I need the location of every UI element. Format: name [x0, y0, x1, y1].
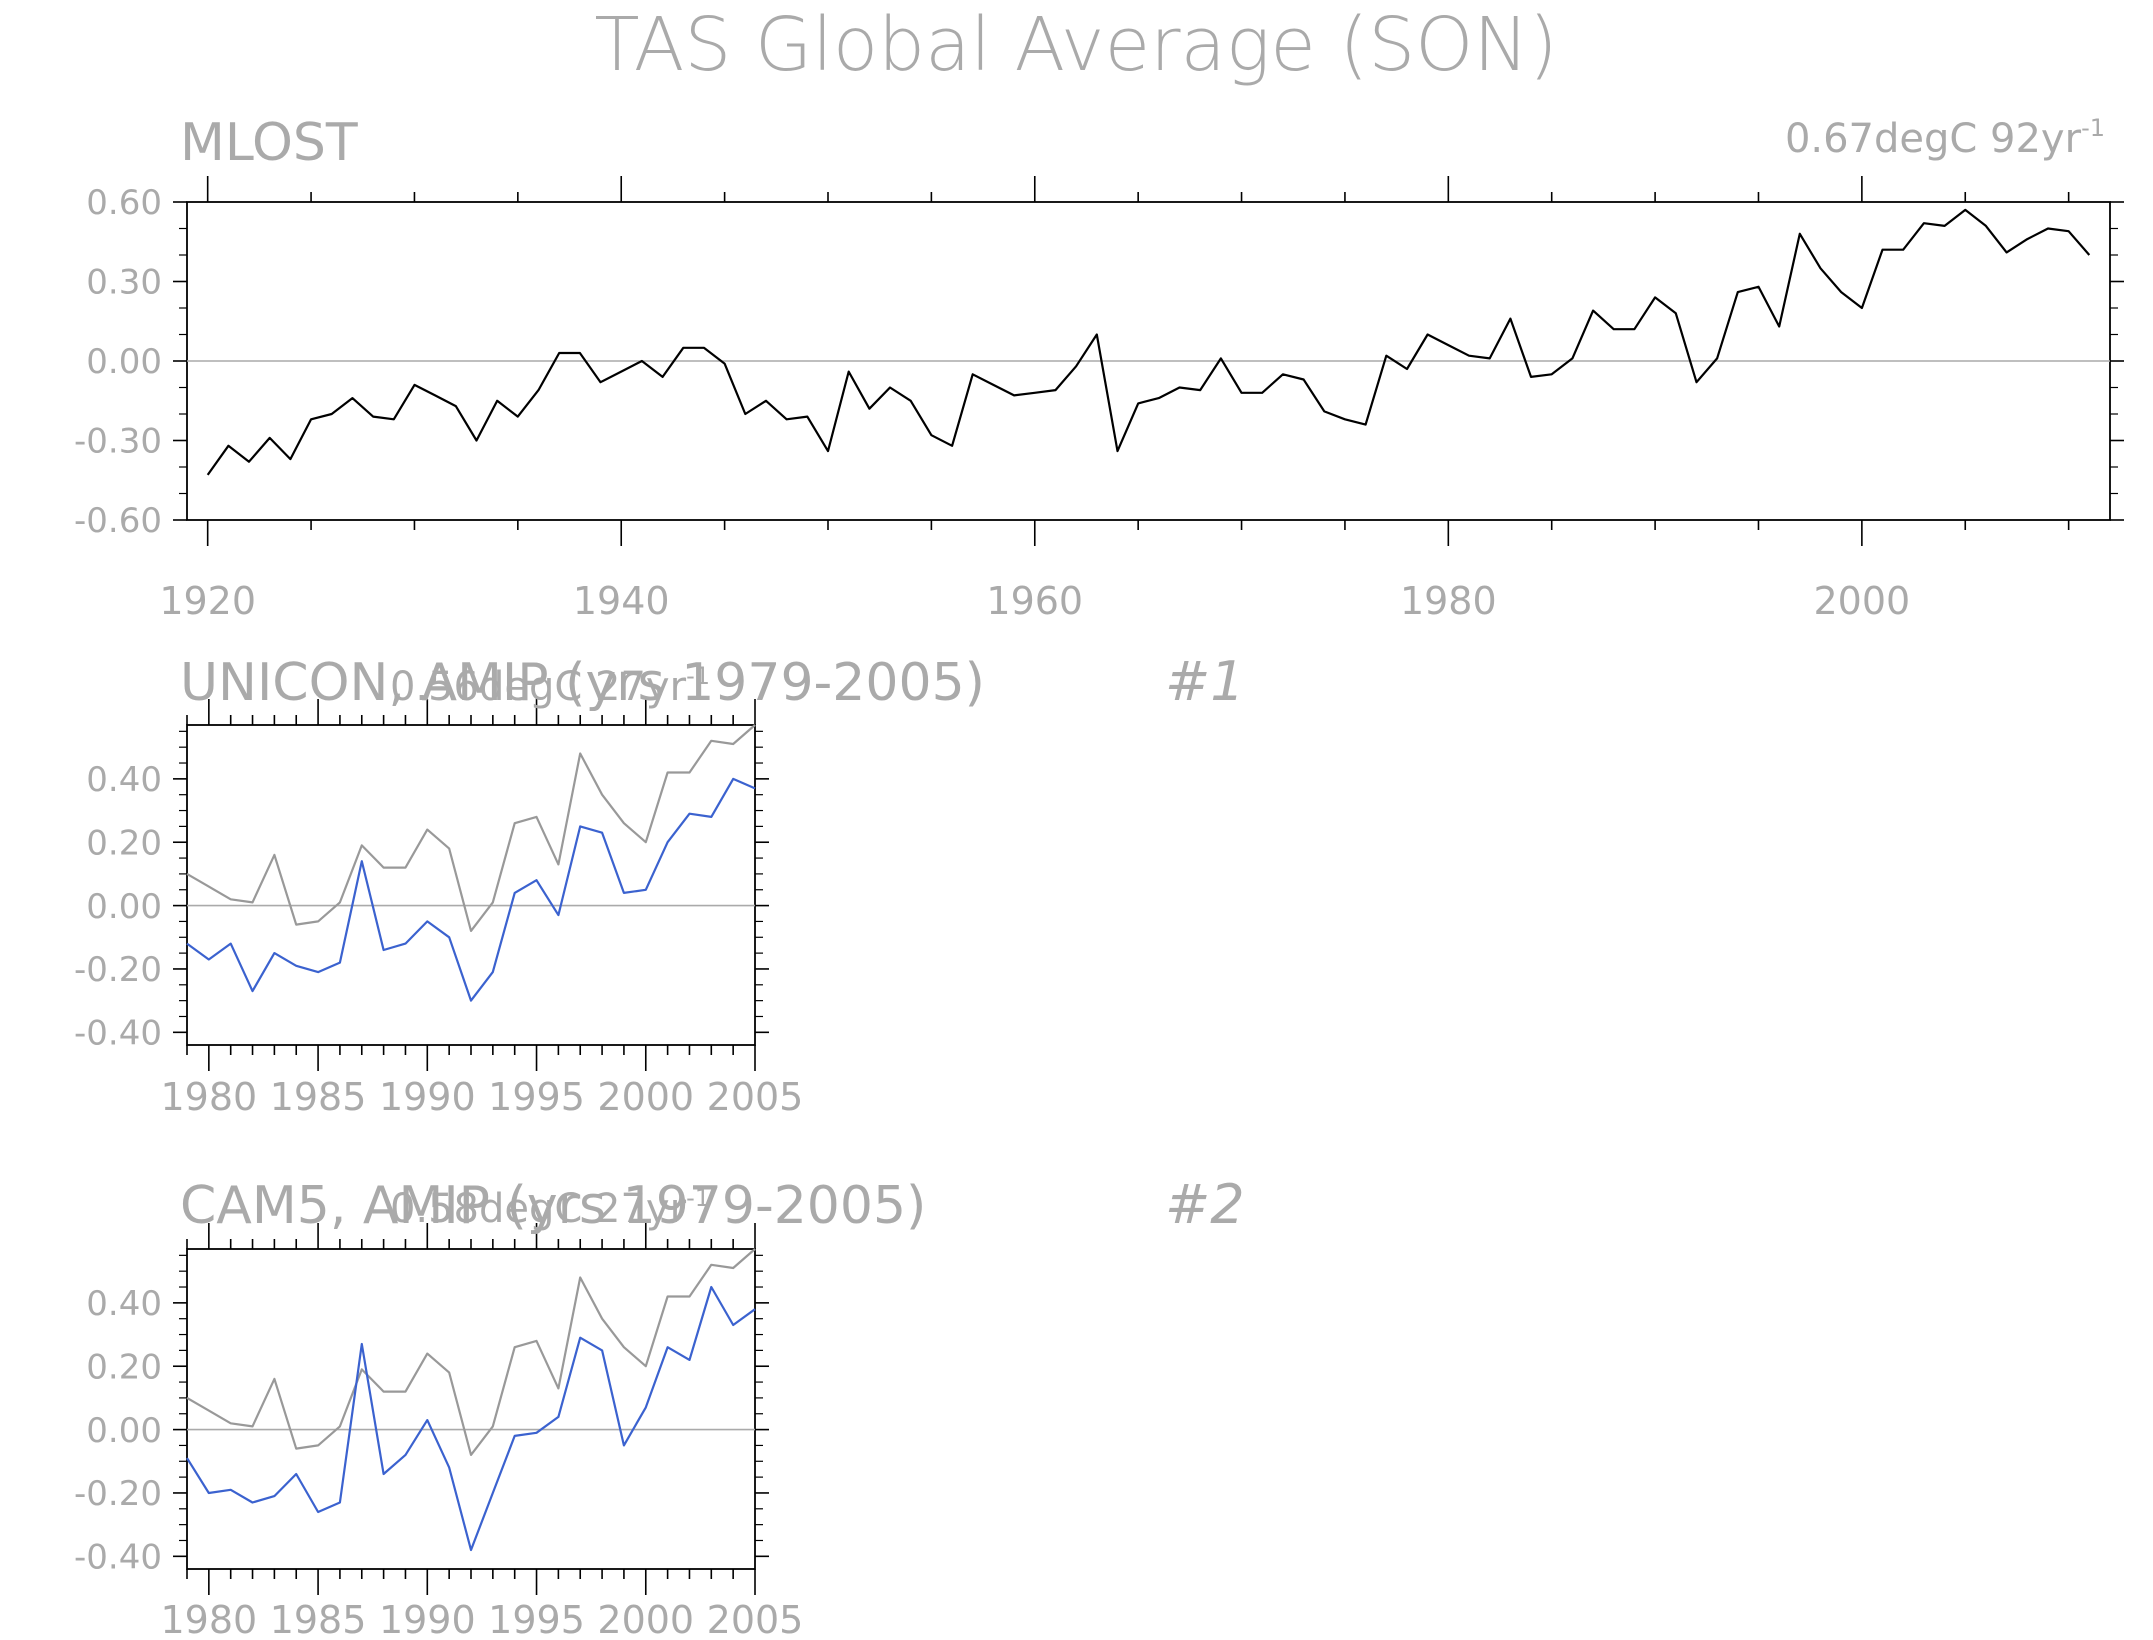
x-tick-label: 2000: [597, 1598, 694, 1640]
x-tick-label: 1985: [270, 1075, 367, 1119]
trend-label: 0.56degC 27yr-1: [390, 662, 710, 710]
y-tick-label: -0.20: [74, 1474, 162, 1514]
series-line-1: [206, 208, 2091, 476]
trend-label-exponent: -1: [686, 662, 710, 690]
y-tick-label: 0.00: [86, 887, 162, 927]
y-tick-label: 0.60: [86, 183, 162, 223]
x-tick-label: 1985: [270, 1598, 367, 1640]
series-line-1: [186, 724, 756, 933]
chart-panel-3: 0.40 0.20 0.00 -0.20 -0.40 1980 1985 1990 1995 20…: [74, 1173, 1245, 1640]
series-line-2: [186, 777, 756, 1002]
x-tick-label: 1995: [488, 1075, 585, 1119]
x-tick-label: 1990: [379, 1598, 476, 1640]
y-tick-label: 0.40: [86, 760, 162, 800]
x-tick-label: 1980: [1400, 579, 1497, 623]
panel-id: #1: [1165, 650, 1245, 713]
y-tick-label: 0.40: [86, 1284, 162, 1324]
x-tick-label: 1960: [986, 579, 1083, 623]
x-tick-label: 1995: [488, 1598, 585, 1640]
y-tick-label: -0.40: [74, 1538, 162, 1578]
y-tick-label: 0.20: [86, 823, 162, 863]
y-tick-label: 0.00: [86, 1411, 162, 1451]
y-tick-label: -0.30: [74, 422, 162, 462]
trend-label: 0.58degC 27yr-1: [390, 1184, 710, 1232]
x-tick-label: 2000: [597, 1075, 694, 1119]
chart-panel-1: 0.60 0.30 0.00 -0.30 -0.60 1920 1940 1960 1980 20…: [74, 113, 2124, 623]
series-line-1: [186, 1248, 756, 1457]
x-tick-label: 1990: [379, 1075, 476, 1119]
x-tick-label: 2000: [1814, 579, 1911, 623]
panel-title: MLOST: [180, 113, 358, 173]
y-tick-label: 0.30: [86, 263, 162, 303]
panel-title: UNICON, AMIP (yrs 1979-2005): [180, 653, 985, 713]
series-line-2: [186, 1285, 756, 1552]
y-tick-label: 0.20: [86, 1347, 162, 1387]
trend-label-exponent: -1: [686, 1184, 710, 1212]
y-tick-label: -0.20: [74, 950, 162, 990]
chart-panel-2: 0.40 0.20 0.00 -0.20 -0.40 1980 1985 1990 1995 20…: [74, 650, 1245, 1119]
x-tick-label: 2005: [707, 1075, 804, 1119]
panel-title: CAM5, AMIP (yrs 1979-2005): [180, 1176, 926, 1236]
trend-label: 0.67degC 92yr-1: [1785, 114, 2105, 162]
x-tick-label: 2005: [707, 1598, 804, 1640]
y-tick-label: 0.00: [86, 342, 162, 382]
trend-label-exponent: -1: [2081, 114, 2105, 142]
x-tick-label: 1940: [573, 579, 670, 623]
panel-id: #2: [1165, 1173, 1245, 1236]
x-tick-label: 1980: [160, 1075, 257, 1119]
y-tick-label: -0.40: [74, 1014, 162, 1054]
x-tick-label: 1980: [160, 1598, 257, 1640]
figure-title: TAS Global Average (SON): [594, 2, 1557, 88]
x-tick-label: 1920: [159, 579, 256, 623]
y-tick-label: -0.60: [74, 501, 162, 541]
